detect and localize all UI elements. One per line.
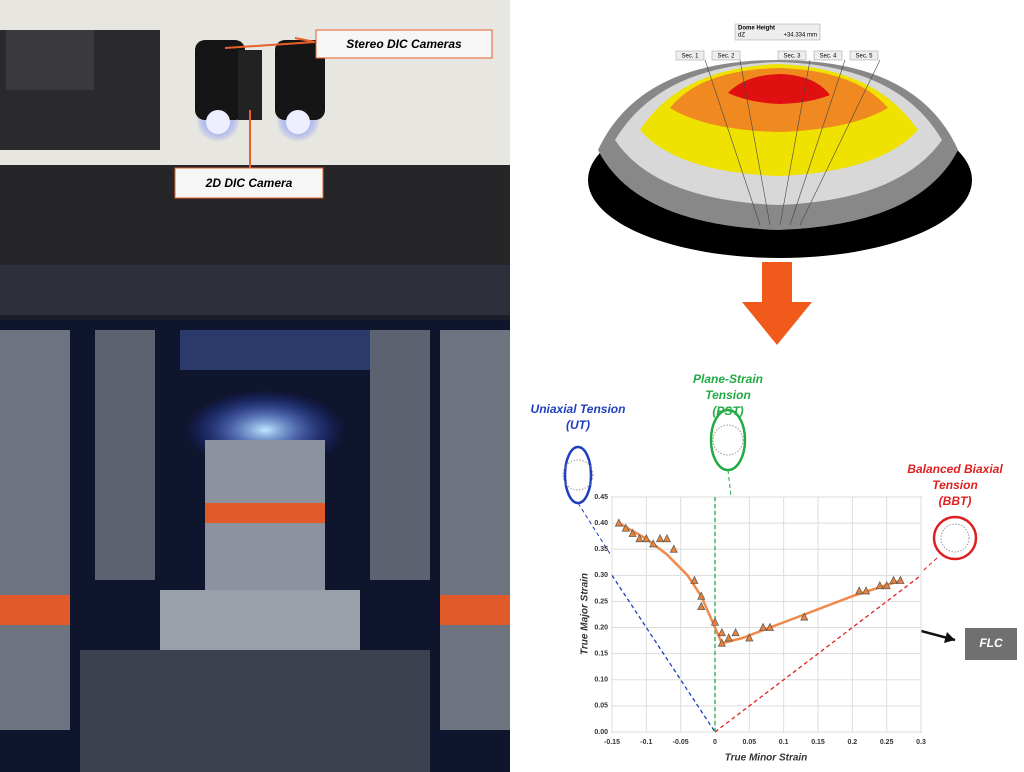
reference-line [611,574,716,733]
sim-field: dZ [738,33,745,39]
y-tick-label: 0.05 [594,703,608,710]
data-point [656,533,665,543]
x-tick-label: 0.25 [880,739,894,746]
data-point [621,523,630,532]
data-point [710,617,720,626]
data-point [669,544,678,553]
section-label: Sec. 2 [717,54,735,60]
data-point [745,633,754,642]
x-tick-label: -0.15 [604,739,620,746]
sim-value: +34.334 mm [783,33,817,39]
photo-label: Stereo DIC Cameras [346,37,462,51]
data-point [717,627,726,637]
reference-line [714,574,922,733]
y-tick-label: 0.10 [594,677,608,684]
section-box [675,50,705,61]
y-tick-label: 0.35 [594,546,608,553]
section-box [813,50,843,61]
data-point [717,638,726,647]
x-tick-label: -0.1 [640,739,652,746]
data-point [855,586,864,595]
y-tick-label: 0.40 [594,520,608,527]
data-point [690,575,699,584]
data-point [642,533,651,543]
section-label: Sec. 5 [855,54,873,60]
section-label: Sec. 3 [783,54,801,60]
annotation: Plane-Strain Tension (PST) [693,372,763,418]
y-tick-label: 0.30 [594,572,608,579]
section-box [777,50,807,61]
data-point [697,591,706,600]
section-box [849,50,879,61]
data-point [862,586,871,595]
data-point [697,601,706,611]
data-point [889,575,898,584]
y-tick-label: 0.00 [594,729,608,736]
data-point [731,627,740,637]
plot-area [611,496,922,733]
x-axis-title: True Minor Strain [725,753,808,764]
photo-label: 2D DIC Camera [205,176,293,190]
data-point [724,633,733,642]
section-label: Sec. 4 [819,54,837,60]
x-tick-label: 0.15 [811,739,825,746]
x-tick-label: 0.05 [743,739,757,746]
data-point [649,539,658,548]
data-point [662,533,671,543]
annotation: Uniaxial Tension (UT) [531,402,626,432]
data-point [800,612,809,621]
x-tick-label: -0.05 [673,739,689,746]
y-tick-label: 0.20 [594,624,608,631]
x-tick-label: 0 [713,739,717,746]
x-tick-label: 0.3 [916,739,926,746]
section-label: Sec. 1 [681,54,699,60]
data-point [635,533,644,543]
data-point [896,575,905,584]
y-axis-title: True Major Strain [580,573,591,655]
sim-title: Dome Height [738,26,775,32]
data-point [759,622,768,631]
data-point [614,518,623,527]
x-tick-label: 0.1 [779,739,789,746]
data-point [882,580,891,590]
flc-label: FLC [979,636,1003,650]
section-box [711,50,741,61]
dome: Dome Height dZ +34.334 mm [588,23,972,258]
data-point [628,528,637,537]
x-tick-label: 0.2 [847,739,857,746]
y-tick-label: 0.15 [594,651,608,658]
y-tick-label: 0.45 [594,494,608,501]
y-tick-label: 0.25 [594,598,608,605]
annotation: Balanced Biaxial Tension (BBT) [907,462,1003,508]
data-point [875,580,884,590]
arrow [742,262,812,345]
photo: Stereo DIC Cameras 2D DIC Camera [0,0,510,772]
data-point [765,622,774,631]
